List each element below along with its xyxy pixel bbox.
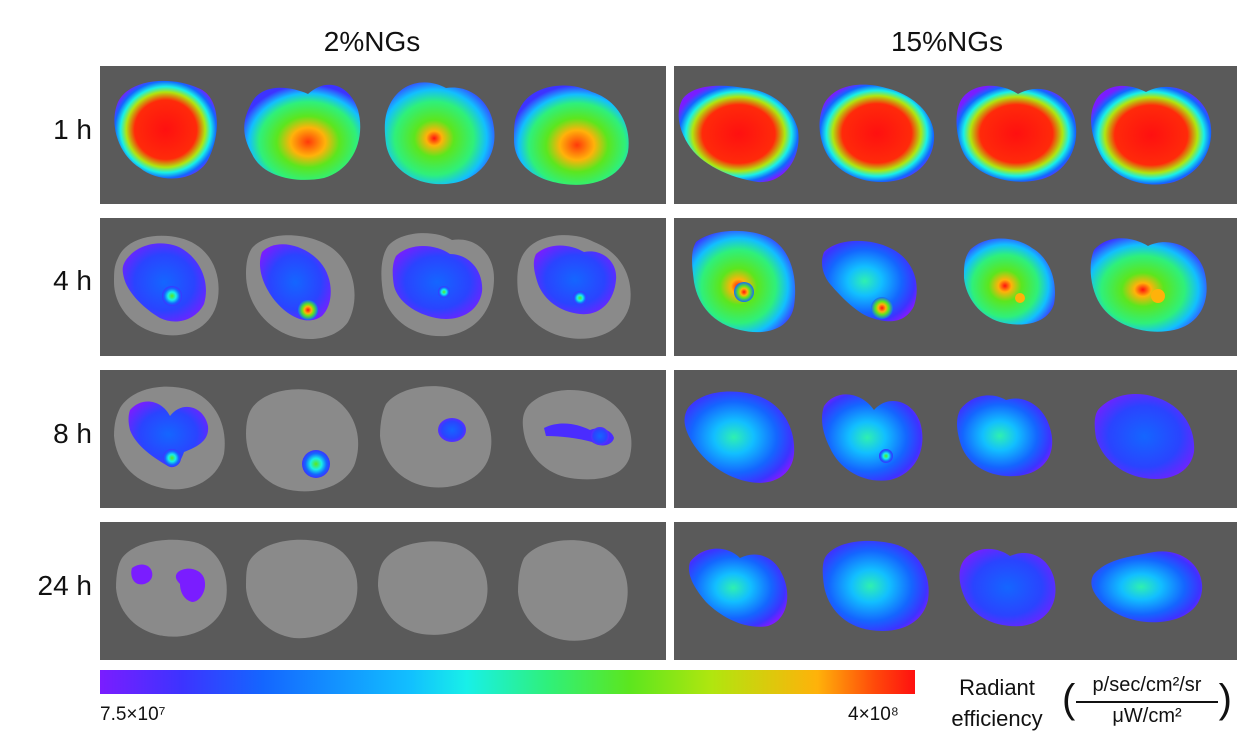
tissue-slice xyxy=(678,85,799,183)
tissue-slice xyxy=(522,390,632,480)
tissue-slice xyxy=(819,84,935,182)
tissue-slice xyxy=(964,238,1056,325)
unit-denominator: μW/cm² xyxy=(1112,705,1182,727)
tissue-slice xyxy=(822,240,917,322)
tissue-slice xyxy=(114,235,219,336)
tissue-slice xyxy=(244,84,361,180)
tissue-slice xyxy=(518,540,628,641)
tissue-slice xyxy=(956,85,1077,182)
right-paren: ) xyxy=(1218,677,1232,721)
colorbar-title-line1: Radiant xyxy=(959,675,1035,700)
tissue-slice xyxy=(1091,85,1212,185)
fraction-bar xyxy=(1076,701,1218,703)
tissue-slice xyxy=(246,235,355,340)
colorbar-max-label: 4×10⁸ xyxy=(848,704,899,725)
tissue-slice xyxy=(246,389,359,492)
tissue-slice xyxy=(959,548,1056,627)
image-panel-2pct-4h xyxy=(100,218,666,356)
column-title-15pct: 15%NGs xyxy=(890,26,1004,57)
image-panel-15pct-24h xyxy=(674,522,1237,660)
row-label-8h: 8 h xyxy=(53,418,92,449)
tissue-slice xyxy=(957,395,1053,477)
tissue-slice xyxy=(822,540,929,631)
tissue-slice xyxy=(114,80,217,179)
image-panel-2pct-1h xyxy=(100,66,666,204)
tissue-slice xyxy=(246,539,358,639)
tissue-slice xyxy=(380,386,492,488)
colorbar-title: Radiant efficiency xyxy=(938,672,1056,734)
tissue-slice xyxy=(381,233,494,337)
left-paren: ( xyxy=(1062,677,1076,721)
column-title-2pct: 2%NGs xyxy=(323,26,421,57)
image-panel-15pct-8h xyxy=(674,370,1237,508)
colorbar-unit: ( p/sec/cm²/sr μW/cm² ) xyxy=(1062,672,1232,730)
tissue-slice xyxy=(1091,551,1203,623)
tissue-slice xyxy=(1094,394,1195,479)
tissue-slice xyxy=(692,230,796,333)
colorbar xyxy=(100,670,915,694)
row-label-1h: 1 h xyxy=(53,114,92,145)
unit-numerator: p/sec/cm²/sr xyxy=(1092,674,1202,696)
tissue-slice xyxy=(514,85,629,185)
tissue-slice xyxy=(684,391,795,483)
tissue-slice xyxy=(114,386,225,490)
colorbar-title-line2: efficiency xyxy=(951,706,1043,731)
image-panel-2pct-8h xyxy=(100,370,666,508)
tissue-slice xyxy=(688,548,788,627)
colorbar-min-label: 7.5×10⁷ xyxy=(100,704,166,725)
tissue-slice xyxy=(116,539,227,637)
tissue-slice xyxy=(378,541,488,635)
tissue-slice xyxy=(822,394,923,481)
image-panel-15pct-4h xyxy=(674,218,1237,356)
tissue-slice xyxy=(1090,238,1207,332)
row-label-4h: 4 h xyxy=(53,265,92,296)
tissue-slice xyxy=(384,82,495,185)
row-label-24h: 24 h xyxy=(37,570,93,601)
tissue-slice xyxy=(517,235,631,339)
image-panel-2pct-24h xyxy=(100,522,666,660)
image-panel-15pct-1h xyxy=(674,66,1237,204)
